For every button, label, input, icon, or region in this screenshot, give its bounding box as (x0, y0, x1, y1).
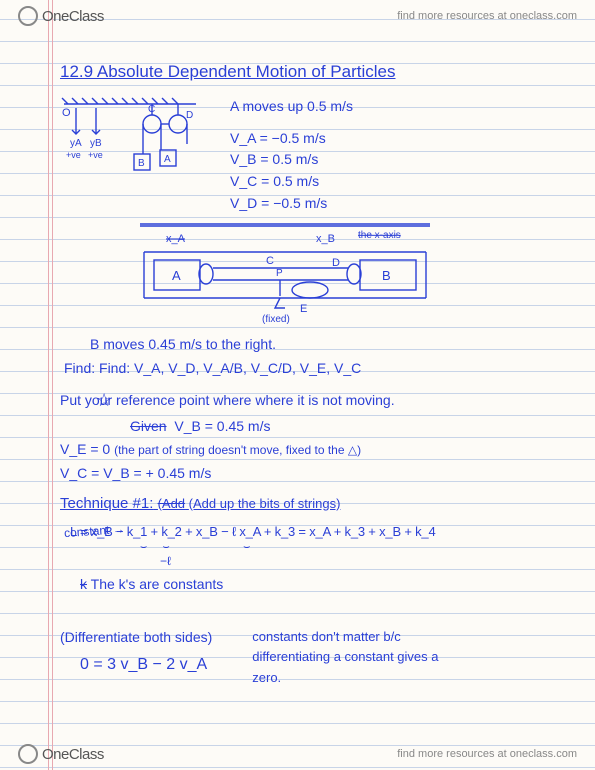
vE-val: V_E = 0 (60, 441, 110, 457)
vC-eq: V_C = V_B = + 0.45 m/s (60, 463, 575, 485)
given-line2: Find: Find: V_A, V_D, V_A/B, V_C/D, V_E,… (64, 358, 575, 380)
brand-logo: OneClass (18, 6, 104, 26)
find-label: Find: (64, 360, 99, 376)
svg-text:x_A: x_A (166, 233, 186, 245)
top-equations: A moves up 0.5 m/s V_A = −0.5 m/s V_B = … (230, 96, 575, 214)
tech-rest: (Add up the bits of strings) (189, 496, 341, 511)
pulley-diagram: O yA yB +ve +ve C D B A (60, 96, 200, 191)
k-note-text: The k's are constants (91, 576, 224, 592)
reference-note: Put your reference point where where it … (60, 390, 575, 412)
moves-up-text: A moves up 0.5 m/s (230, 96, 575, 118)
vE-line: V_E = 0 (the part of string doesn't move… (60, 439, 575, 461)
given-strike: Given (130, 418, 167, 434)
vB-short: V_B = 0.45 m/s (174, 418, 270, 434)
svg-text:(fixed): (fixed) (262, 314, 290, 325)
star-icon: ☆ (96, 390, 112, 411)
svg-text:E: E (300, 303, 307, 315)
svg-text:+ve: +ve (66, 150, 81, 160)
given-line1: B moves 0.45 m/s to the right. (90, 334, 575, 356)
tech-label: Technique #1: (60, 495, 153, 512)
svg-text:+ve: +ve (88, 150, 103, 160)
vD-line: V_D = −0.5 m/s (230, 193, 575, 215)
vC-line: V_C = 0.5 m/s (230, 171, 575, 193)
header: OneClass find more resources at oneclass… (0, 0, 595, 32)
svg-text:B: B (138, 158, 145, 169)
svg-text:A: A (164, 154, 171, 165)
brand-name-footer: OneClass (42, 746, 104, 763)
svg-text:C: C (148, 104, 155, 115)
svg-text:B: B (382, 268, 391, 283)
tech-strike: (Add (158, 496, 185, 511)
pulley-svg: O yA yB +ve +ve C D B A (60, 96, 200, 191)
svg-text:O: O (62, 107, 71, 119)
k-constants-note: k The k's are constants (80, 574, 575, 596)
logo-circle-icon (18, 6, 38, 26)
constants-side-note: constants don't matter b/c differentiati… (252, 627, 442, 687)
svg-text:yB: yB (90, 138, 102, 149)
horizontal-pulley-diagram: A B C D P E x_A x_B (fixed) the x-axis (140, 218, 430, 328)
under-brace: ⌣ ⌣ ⌣ (140, 541, 575, 554)
brand-name: OneClass (42, 8, 104, 25)
footer: OneClass find more resources at oneclass… (0, 738, 595, 770)
differentiate-note: (Differentiate both sides) (60, 627, 212, 649)
vE-note: (the part of string doesn't move, fixed … (114, 443, 361, 457)
svg-text:A: A (172, 268, 181, 283)
final-equation: 0 = 3 v_B − 2 v_A (80, 653, 212, 678)
section-title: 12.9 Absolute Dependent Motion of Partic… (60, 62, 575, 82)
L-equation: L = x_B − k_1 + k_2 + x_B − ℓ x_A + k_3 … (70, 524, 575, 539)
find-vals: Find: V_A, V_D, V_A/B, V_C/D, V_E, V_C (99, 360, 361, 376)
svg-text:D: D (332, 257, 340, 269)
svg-text:the x-axis: the x-axis (358, 230, 401, 241)
neg-ell-note: −ℓ (160, 554, 575, 568)
notes-content: 12.9 Absolute Dependent Motion of Partic… (0, 40, 595, 730)
svg-text:x_B: x_B (316, 233, 335, 245)
logo-circle-icon-footer (18, 744, 38, 764)
svg-text:D: D (186, 110, 193, 121)
horiz-svg: A B C D P E x_A x_B (fixed) the x-axis (140, 218, 430, 328)
footer-tagline: find more resources at oneclass.com (397, 748, 577, 760)
technique-heading: Technique #1: (Add (Add up the bits of s… (60, 495, 575, 512)
header-tagline: find more resources at oneclass.com (397, 10, 577, 22)
svg-text:P: P (276, 268, 283, 279)
vA-line: V_A = −0.5 m/s (230, 128, 575, 150)
svg-text:yA: yA (70, 138, 82, 149)
svg-text:C: C (266, 255, 274, 267)
brand-logo-footer: OneClass (18, 744, 104, 764)
vB-line: V_B = 0.5 m/s (230, 149, 575, 171)
